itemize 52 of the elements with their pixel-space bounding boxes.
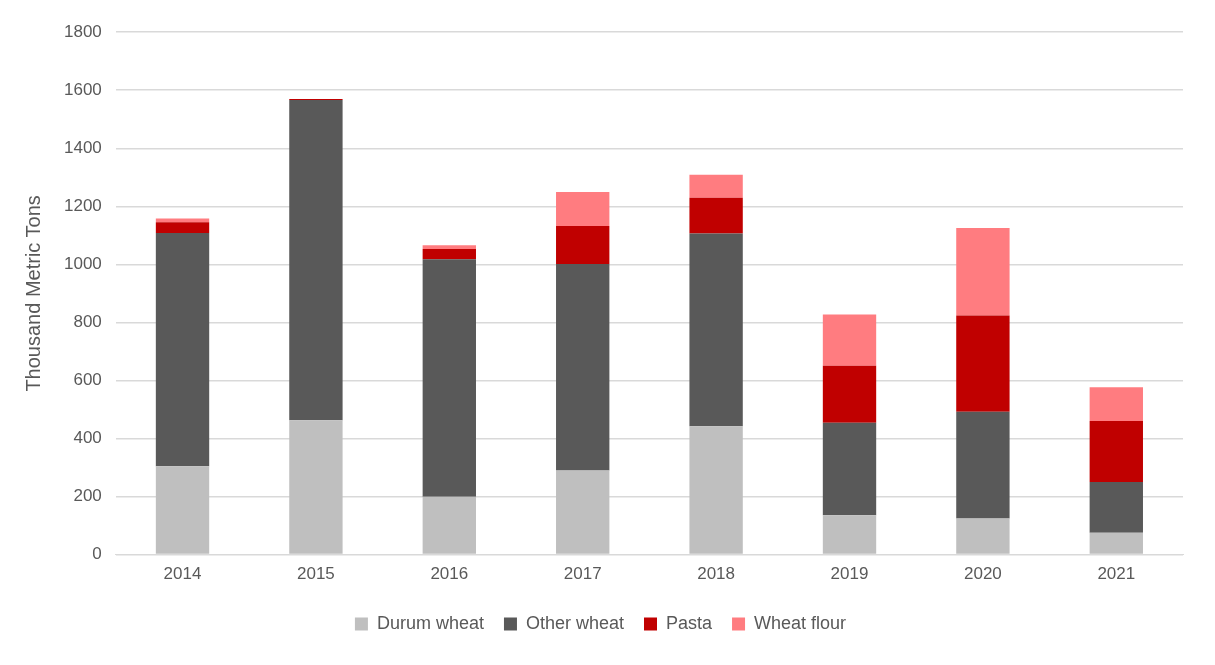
x-tick-label: 2017 (563, 564, 602, 584)
bar (422, 496, 476, 554)
bar (1089, 387, 1143, 422)
bar (556, 470, 610, 554)
bar (956, 228, 1010, 316)
bar (422, 245, 476, 249)
bar (556, 192, 610, 227)
bar (556, 264, 610, 471)
y-tick-label: 1600 (63, 79, 102, 99)
y-tick-label: 1000 (63, 254, 102, 274)
y-axis-title: Thousand Metric Tons (21, 195, 44, 392)
bar (822, 314, 877, 366)
y-tick-label: 800 (73, 312, 102, 332)
bar (556, 226, 610, 265)
bar (155, 466, 210, 554)
bar (289, 420, 343, 554)
y-tick-label: 200 (73, 486, 102, 506)
x-tick-label: 2014 (163, 564, 202, 584)
legend-label: Pasta (666, 612, 714, 633)
bar (689, 174, 743, 198)
bar (155, 222, 210, 234)
bar (956, 315, 1010, 412)
bar (822, 365, 877, 423)
bar (956, 518, 1010, 554)
bar (689, 197, 743, 234)
legend-label: Wheat flour (754, 612, 847, 633)
x-tick-label: 2016 (430, 564, 469, 584)
legend-label: Other wheat (525, 612, 625, 633)
y-tick-label: 1200 (63, 196, 102, 216)
legend-label: Durum wheat (376, 612, 484, 633)
y-tick-label: 1800 (63, 21, 102, 41)
bar (822, 422, 877, 516)
x-tick-label: 2018 (697, 564, 736, 584)
bar (422, 259, 476, 497)
bar (1089, 482, 1143, 533)
x-tick-label: 2015 (297, 564, 335, 584)
bar (289, 100, 343, 421)
bar (822, 515, 877, 554)
bar (155, 233, 210, 467)
y-tick-label: 1400 (63, 137, 102, 157)
bar (422, 249, 476, 260)
y-tick-label: 600 (73, 370, 102, 390)
x-tick-label: 2020 (963, 564, 1002, 584)
bar (956, 411, 1010, 519)
bar (689, 233, 743, 427)
bar (1089, 532, 1143, 554)
y-tick-label: 0 (92, 544, 102, 564)
bar (1089, 421, 1143, 483)
x-tick-label: 2019 (830, 564, 869, 584)
bar (689, 426, 743, 554)
y-tick-label: 400 (73, 428, 102, 448)
x-tick-label: 2021 (1097, 564, 1136, 584)
